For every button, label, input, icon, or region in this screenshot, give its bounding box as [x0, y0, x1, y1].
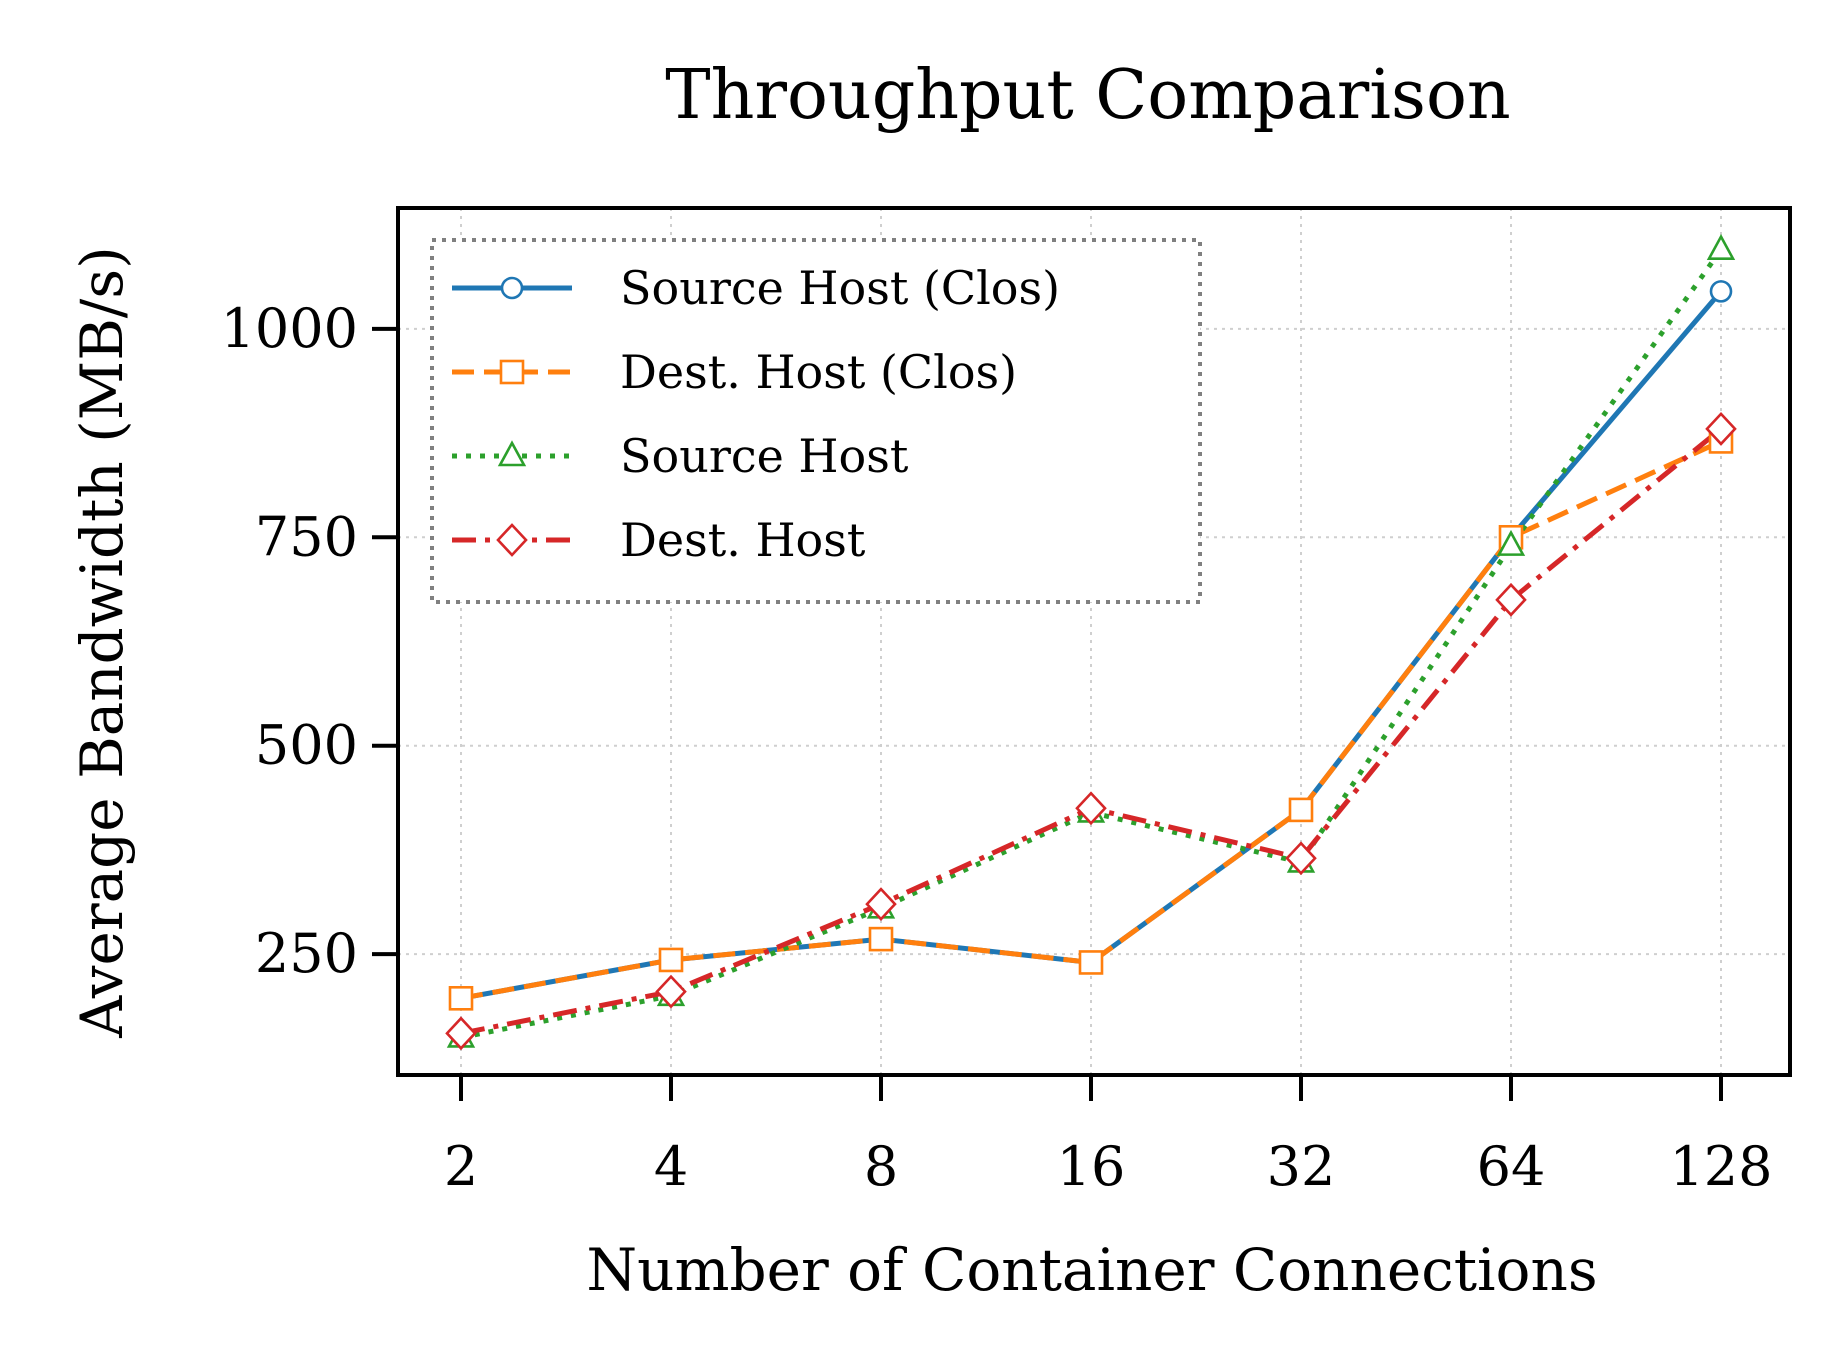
data-point-dest-host: [445, 1016, 477, 1051]
y-axis-label: Average Bandwidth (MB/s): [68, 246, 136, 1039]
x-tick-label: 32: [1267, 1135, 1336, 1198]
data-point-dest-host-clos: [448, 986, 474, 1011]
data-point-dest-host: [1285, 841, 1317, 876]
data-point-dest-host-clos: [1288, 797, 1314, 823]
chart-title: Throughput Comparison: [665, 56, 1510, 135]
legend-marker-dest-host-clos: [499, 359, 525, 385]
y-tick-label: 1000: [221, 297, 358, 360]
data-point-source-host-clos: [1709, 280, 1733, 303]
data-point-source-host: [1496, 529, 1526, 556]
series-markers: [445, 233, 1737, 1051]
legend-marker-dest-host: [496, 523, 528, 557]
y-tick-label: 750: [255, 505, 358, 568]
legend-marker-source-host-clos: [500, 276, 524, 300]
data-point-dest-host: [865, 887, 897, 922]
y-tick-label: 500: [255, 714, 358, 777]
data-point-dest-host: [1495, 582, 1527, 617]
legend-label: Dest. Host (Clos): [620, 345, 1017, 399]
x-tick-label: 2: [444, 1135, 478, 1198]
x-axis-label: Number of Container Connections: [586, 1236, 1597, 1304]
legend-label: Source Host: [620, 429, 909, 483]
data-point-source-host: [1706, 233, 1736, 260]
plot-frame: [396, 206, 1792, 1077]
data-point-dest-host: [1705, 412, 1737, 446]
x-tick-label: 16: [1057, 1135, 1126, 1198]
data-point-dest-host-clos: [1078, 950, 1104, 975]
legend-label: Dest. Host: [620, 513, 866, 567]
x-tick-label: 128: [1669, 1135, 1772, 1198]
x-tick-label: 8: [864, 1135, 898, 1198]
legend: Source Host (Clos) Dest. Host (Clos) Sourc…: [430, 238, 1202, 604]
legend-marker-source-host: [497, 440, 527, 467]
data-point-dest-host-clos: [658, 947, 684, 973]
y-tick-label: 250: [255, 922, 358, 985]
x-tick-label: 4: [654, 1135, 688, 1198]
data-point-dest-host-clos: [868, 926, 894, 952]
data-point-dest-host: [655, 974, 687, 1009]
legend-label: Source Host (Clos): [620, 261, 1060, 315]
data-point-dest-host: [1075, 791, 1107, 826]
x-axis-ticks: 2 4 8 16 32 64 128: [444, 1075, 1773, 1198]
y-axis-ticks: 250 500 750 1000: [221, 297, 398, 985]
x-tick-label: 64: [1477, 1135, 1546, 1198]
